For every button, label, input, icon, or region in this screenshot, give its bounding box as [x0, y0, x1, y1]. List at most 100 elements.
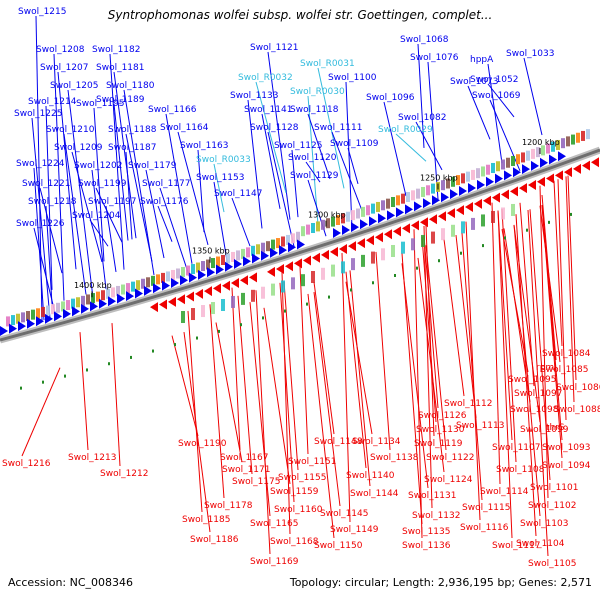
gene-label: Swol_1210 — [46, 125, 95, 135]
leader-line-top — [57, 71, 77, 270]
gene-label: Swol_1178 — [204, 501, 253, 511]
cog-block — [251, 245, 255, 256]
gene-label: Swol_1112 — [444, 399, 493, 409]
gene-label: Swol_1171 — [222, 465, 271, 475]
leader-line-bottom — [299, 266, 309, 455]
leader-line-bottom — [491, 202, 501, 485]
forward-gene-arrow — [36, 316, 44, 327]
reverse-gene-arrow — [447, 208, 455, 219]
gene-label: Swol_1085 — [540, 365, 589, 375]
cog-block — [496, 161, 500, 172]
reverse-gene-arrow — [501, 189, 509, 200]
reverse-gene-arrow — [186, 291, 194, 302]
forward-gene-arrow — [180, 275, 188, 286]
gene-label: Swol_1096 — [366, 93, 415, 103]
kbp-label: 1350 kbp — [192, 247, 230, 256]
cog-block — [491, 210, 495, 223]
cog-block — [511, 155, 515, 166]
leader-line-top — [39, 187, 63, 274]
cog-block — [466, 171, 470, 182]
forward-gene-arrow — [0, 326, 8, 336]
reverse-gene-arrow — [555, 170, 563, 181]
marker-dot — [394, 273, 396, 277]
reverse-gene-arrow — [267, 266, 275, 277]
cog-block — [421, 186, 425, 197]
cog-block — [196, 262, 200, 273]
reverse-gene-arrow — [411, 220, 419, 231]
cog-block — [431, 231, 435, 244]
leader-line-top — [157, 205, 173, 242]
cog-block — [521, 152, 525, 163]
leader-line-bottom — [283, 281, 299, 471]
label-leader-lines — [21, 15, 577, 557]
gene-label: Swol_1103 — [520, 519, 569, 529]
marker-dot — [482, 244, 484, 248]
leader-line-top — [213, 163, 225, 213]
reverse-gene-arrow — [564, 167, 572, 178]
forward-gene-arrow — [81, 303, 89, 314]
gene-label: Swol_1136 — [402, 541, 451, 551]
cog-block — [141, 278, 145, 289]
gene-label: Swol_1169 — [250, 557, 299, 567]
forward-gene-arrow — [252, 253, 260, 264]
cog-block — [361, 254, 365, 267]
cog-block — [166, 271, 170, 282]
gene-label: Swol_1225 — [14, 109, 63, 119]
gene-label: Swol_1095 — [508, 375, 557, 385]
gene-label: Swol_1181 — [96, 63, 145, 73]
cog-block — [441, 180, 445, 191]
gene-label: Swol_1099 — [520, 425, 569, 435]
cog-block — [156, 274, 160, 285]
gene-label: Swol_1121 — [250, 43, 299, 53]
gene-label: Swol_1102 — [528, 501, 577, 511]
forward-gene-arrow — [243, 256, 251, 267]
reverse-gene-arrow — [348, 241, 356, 252]
forward-gene-arrow — [72, 306, 80, 317]
leader-line-bottom — [341, 253, 351, 523]
marker-dot — [42, 380, 44, 384]
cog-block — [481, 214, 485, 227]
cog-block — [451, 224, 455, 237]
cog-block — [411, 238, 415, 251]
cog-block — [241, 248, 245, 259]
gene-label: Swol_1144 — [350, 489, 399, 499]
forward-gene-arrow — [9, 323, 17, 334]
leader-line-top — [113, 103, 129, 241]
cog-block — [516, 154, 520, 165]
cog-block — [386, 198, 390, 209]
reverse-gene-arrow — [384, 229, 392, 240]
gene-label: Swol_1224 — [16, 159, 65, 169]
reverse-gene-arrow — [276, 264, 284, 275]
leader-line-top — [33, 167, 45, 321]
gene-label: Swol_1205 — [50, 81, 99, 91]
leader-line-bottom — [187, 310, 203, 513]
gene-label: Swol_1109 — [330, 139, 379, 149]
leader-line-bottom — [111, 323, 121, 467]
gene-label: Swol_1164 — [160, 123, 209, 133]
gene-label: Swol_1117 — [492, 541, 541, 551]
cog-block — [286, 234, 290, 245]
reverse-gene-arrow — [168, 296, 176, 307]
leader-line-top — [89, 219, 109, 247]
forward-gene-arrow — [450, 189, 458, 200]
reverse-gene-arrow — [420, 217, 428, 228]
cog-block — [461, 173, 465, 184]
leader-line-top — [53, 53, 65, 301]
gene-label: Swol_1111 — [314, 123, 363, 133]
reverse-gene-arrow — [240, 275, 248, 286]
forward-gene-arrow — [216, 264, 224, 275]
gene-label: Swol_1197 — [88, 197, 137, 207]
cog-block — [26, 311, 30, 322]
gene-label: Swol_1168 — [270, 537, 319, 547]
leader-line-top — [307, 113, 331, 180]
gene-label: Swol_1140 — [346, 471, 395, 481]
reverse-gene-arrow — [438, 211, 446, 222]
gene-label: Swol_1119 — [414, 439, 463, 449]
reverse-gene-arrow — [483, 195, 491, 206]
leader-line-top — [523, 57, 543, 136]
leader-line-bottom — [557, 179, 567, 421]
forward-gene-arrow — [54, 311, 62, 322]
leader-line-top — [267, 131, 295, 247]
gene-label: Swol_1052 — [470, 75, 519, 85]
